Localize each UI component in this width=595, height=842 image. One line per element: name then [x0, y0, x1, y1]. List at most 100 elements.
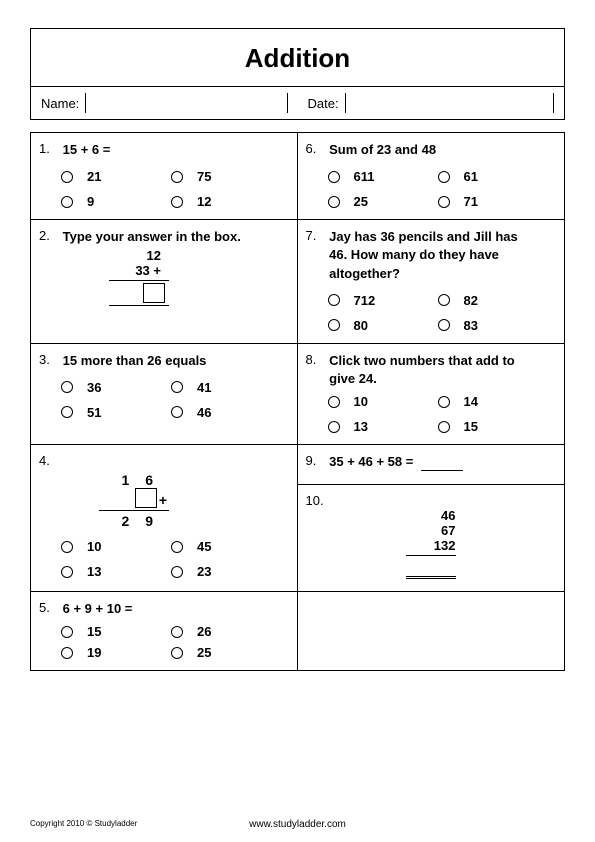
- radio-icon: [61, 566, 73, 578]
- q9-num: 9.: [306, 453, 326, 468]
- q5-opt-a[interactable]: 15: [61, 624, 171, 639]
- radio-icon: [61, 626, 73, 638]
- q3-opt-c[interactable]: 51: [61, 405, 171, 420]
- q10-stack: 46 67 132: [386, 508, 456, 579]
- q7-opt-d[interactable]: 83: [438, 318, 548, 333]
- radio-icon: [61, 406, 73, 418]
- q6-opt-b[interactable]: 61: [438, 169, 548, 184]
- page-title: Addition: [31, 43, 564, 74]
- answer-blank[interactable]: [421, 470, 463, 471]
- q10-c: 132: [386, 538, 456, 553]
- q3-text: 15 more than 26 equals: [63, 352, 207, 370]
- q2-top: 12: [109, 248, 169, 263]
- question-7: 7. Jay has 36 pencils and Jill has 46. H…: [298, 220, 565, 344]
- answer-space[interactable]: [386, 558, 456, 574]
- q3-opt-b[interactable]: 41: [171, 380, 281, 395]
- name-input[interactable]: [85, 93, 287, 113]
- q3-opt-d[interactable]: 46: [171, 405, 281, 420]
- radio-icon: [438, 171, 450, 183]
- question-8: 8. Click two numbers that add to give 24…: [298, 344, 565, 445]
- radio-icon: [171, 566, 183, 578]
- radio-icon: [438, 396, 450, 408]
- q3-opt-a[interactable]: 36: [61, 380, 171, 395]
- copyright-text: Copyright 2010 © Studyladder: [30, 819, 137, 828]
- question-3: 3. 15 more than 26 equals 36 41 51 46: [31, 344, 298, 445]
- q6-opt-c[interactable]: 25: [328, 194, 438, 209]
- q7-options: 712 82 80 83: [306, 293, 555, 333]
- q5-options: 15 26 19 25: [39, 624, 287, 660]
- radio-icon: [328, 421, 340, 433]
- q8-opt-d[interactable]: 15: [438, 419, 548, 434]
- q4-opt-c[interactable]: 13: [61, 564, 171, 579]
- question-grid: 1. 15 + 6 = 21 75 9 12 6. Sum of 23 and …: [30, 132, 565, 671]
- q4-opt-a[interactable]: 10: [61, 539, 171, 554]
- q2-num: 2.: [39, 228, 59, 243]
- q7-opt-c[interactable]: 80: [328, 318, 438, 333]
- radio-icon: [171, 626, 183, 638]
- q10-b: 67: [386, 523, 456, 538]
- q8-opt-a[interactable]: 10: [328, 394, 438, 409]
- q10-num: 10.: [306, 493, 326, 508]
- empty-cell: [298, 592, 565, 670]
- q4-opt-d[interactable]: 23: [171, 564, 281, 579]
- q1-options: 21 75 9 12: [39, 169, 287, 209]
- q4-stack: 1 6 + 2 9: [99, 472, 169, 529]
- radio-icon: [61, 196, 73, 208]
- page-footer: Copyright 2010 © Studyladder www.studyla…: [30, 819, 565, 828]
- radio-icon: [438, 196, 450, 208]
- question-5: 5. 6 + 9 + 10 = 15 26 19 25: [31, 592, 298, 670]
- q9-text: 35 + 46 + 58 =: [329, 453, 413, 471]
- q1-opt-c[interactable]: 9: [61, 194, 171, 209]
- q8-num: 8.: [306, 352, 326, 367]
- name-field-group: Name:: [31, 87, 298, 119]
- q6-num: 6.: [306, 141, 326, 156]
- q7-opt-b[interactable]: 82: [438, 293, 548, 308]
- q4-opt-b[interactable]: 45: [171, 539, 281, 554]
- q8-opt-c[interactable]: 13: [328, 419, 438, 434]
- q5-opt-b[interactable]: 26: [171, 624, 281, 639]
- name-label: Name:: [41, 96, 79, 111]
- q6-options: 611 61 25 71: [306, 169, 555, 209]
- radio-icon: [438, 319, 450, 331]
- radio-icon: [328, 196, 340, 208]
- radio-icon: [328, 171, 340, 183]
- q4-top: 1 6: [99, 472, 169, 488]
- double-line-icon: [406, 576, 456, 579]
- radio-icon: [171, 171, 183, 183]
- q1-text: 15 + 6 =: [63, 141, 111, 159]
- q7-text: Jay has 36 pencils and Jill has 46. How …: [329, 228, 539, 283]
- q8-options: 10 14 13 15: [306, 394, 555, 434]
- date-input[interactable]: [345, 93, 554, 113]
- question-1: 1. 15 + 6 = 21 75 9 12: [31, 133, 298, 220]
- radio-icon: [328, 319, 340, 331]
- q5-text: 6 + 9 + 10 =: [63, 600, 133, 618]
- sum-line-icon: [109, 280, 169, 281]
- date-field-group: Date:: [298, 87, 565, 119]
- q3-num: 3.: [39, 352, 59, 367]
- plus-icon: +: [159, 492, 167, 508]
- q5-opt-c[interactable]: 19: [61, 645, 171, 660]
- sum-line-icon: [99, 510, 169, 511]
- radio-icon: [171, 381, 183, 393]
- radio-icon: [171, 196, 183, 208]
- q1-num: 1.: [39, 141, 59, 156]
- q7-opt-a[interactable]: 712: [328, 293, 438, 308]
- radio-icon: [328, 294, 340, 306]
- q1-opt-a[interactable]: 21: [61, 169, 171, 184]
- radio-icon: [61, 381, 73, 393]
- q1-opt-d[interactable]: 12: [171, 194, 281, 209]
- answer-box[interactable]: [143, 283, 165, 303]
- q8-opt-b[interactable]: 14: [438, 394, 548, 409]
- radio-icon: [171, 647, 183, 659]
- q7-num: 7.: [306, 228, 326, 243]
- radio-icon: [171, 541, 183, 553]
- website-text: www.studyladder.com: [249, 819, 346, 830]
- answer-box[interactable]: [135, 488, 157, 508]
- question-4: 4. 1 6 + 2 9 10 45 13 23: [31, 445, 298, 592]
- question-2: 2. Type your answer in the box. 12 33 +: [31, 220, 298, 344]
- q6-opt-d[interactable]: 71: [438, 194, 548, 209]
- q5-opt-d[interactable]: 25: [171, 645, 281, 660]
- q1-opt-b[interactable]: 75: [171, 169, 281, 184]
- q6-opt-a[interactable]: 611: [328, 169, 438, 184]
- q3-options: 36 41 51 46: [39, 380, 287, 420]
